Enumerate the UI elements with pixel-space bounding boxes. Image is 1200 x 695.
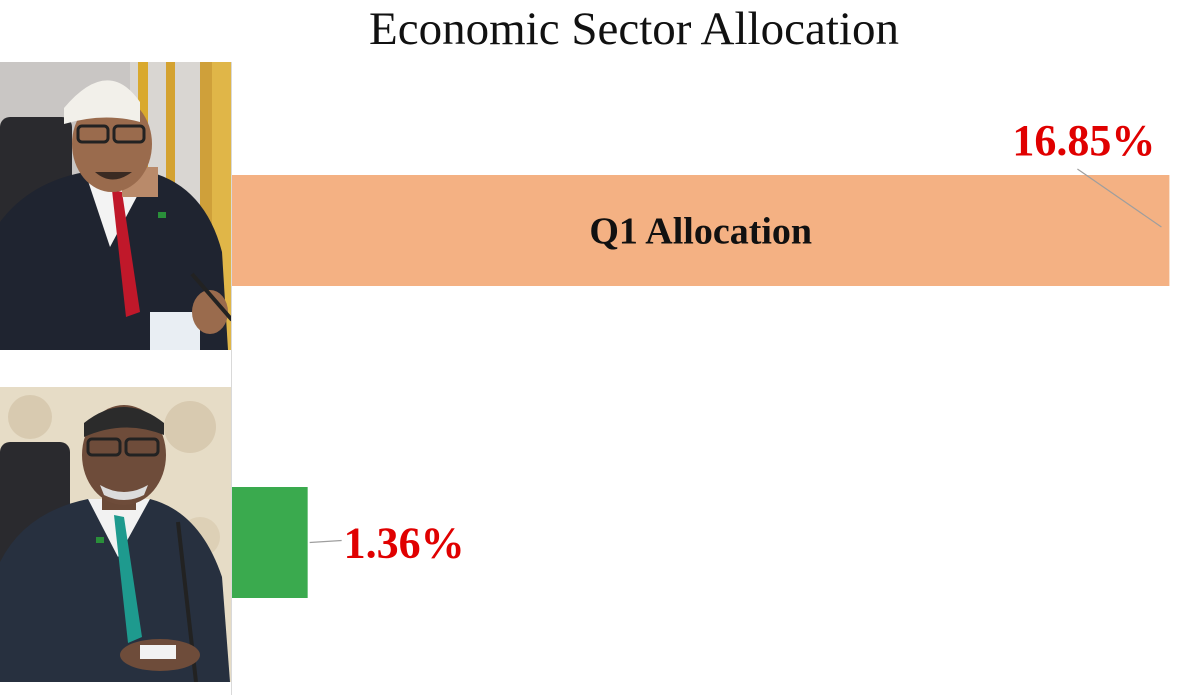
chart-title: Economic Sector Allocation xyxy=(369,3,899,55)
official-portrait-icon xyxy=(0,387,232,682)
leader-line-1 xyxy=(1077,168,1162,228)
data-label-1: 16.85% xyxy=(1012,116,1155,165)
official-portrait-photo-2 xyxy=(0,387,232,682)
leader-line-2 xyxy=(309,539,342,544)
chart-axis-line xyxy=(231,62,232,695)
data-label-2: 1.36% xyxy=(344,519,465,568)
bar-category-label-1: Q1 Allocation xyxy=(589,211,812,253)
bar-2 xyxy=(232,487,308,598)
bar-1 xyxy=(232,175,1170,286)
official-portrait-icon xyxy=(0,62,232,350)
official-portrait-photo-1 xyxy=(0,62,232,350)
